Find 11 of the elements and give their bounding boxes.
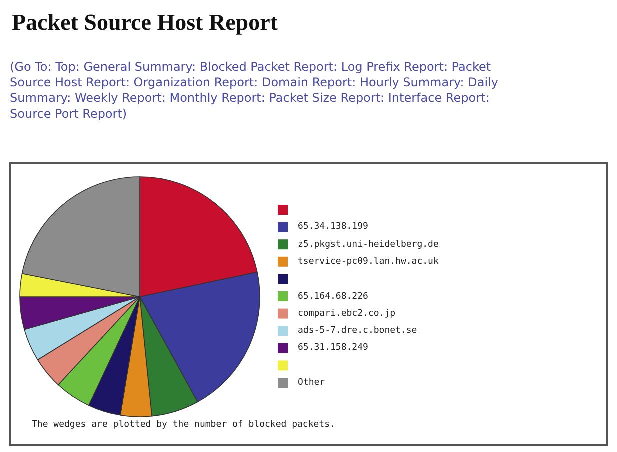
legend-label: ads-5-7.dre.c.bonet.se <box>298 326 418 336</box>
text: The wedges are plotted by the number of blocked packets. <box>32 420 336 430</box>
legend-label: 65.31.158.249 <box>298 343 368 353</box>
chart-title: Packet Source Host Report <box>12 10 278 35</box>
legend-label: 65.164.68.226 <box>298 292 368 302</box>
chart-subtitle: (Go To: Top: General Summary: Blocked Packet Report: Log Prefix Report: Packet Source Host Report: Organization Report: Domain Report: Hourly Summary: Daily Summary: Weekly Report: Monthly Report: Packet Size Report: Interface Report: Source Port Report) <box>10 60 498 121</box>
legend-label: compari.ebc2.co.jp <box>298 309 396 319</box>
legend-label: Other <box>298 378 326 388</box>
legend-label: z5.pkgst.uni-heidelberg.de <box>298 240 439 250</box>
legend-label: 65.34.138.199 <box>298 222 368 232</box>
legend-label: tservice-pc09.lan.hw.ac.uk <box>298 257 440 267</box>
